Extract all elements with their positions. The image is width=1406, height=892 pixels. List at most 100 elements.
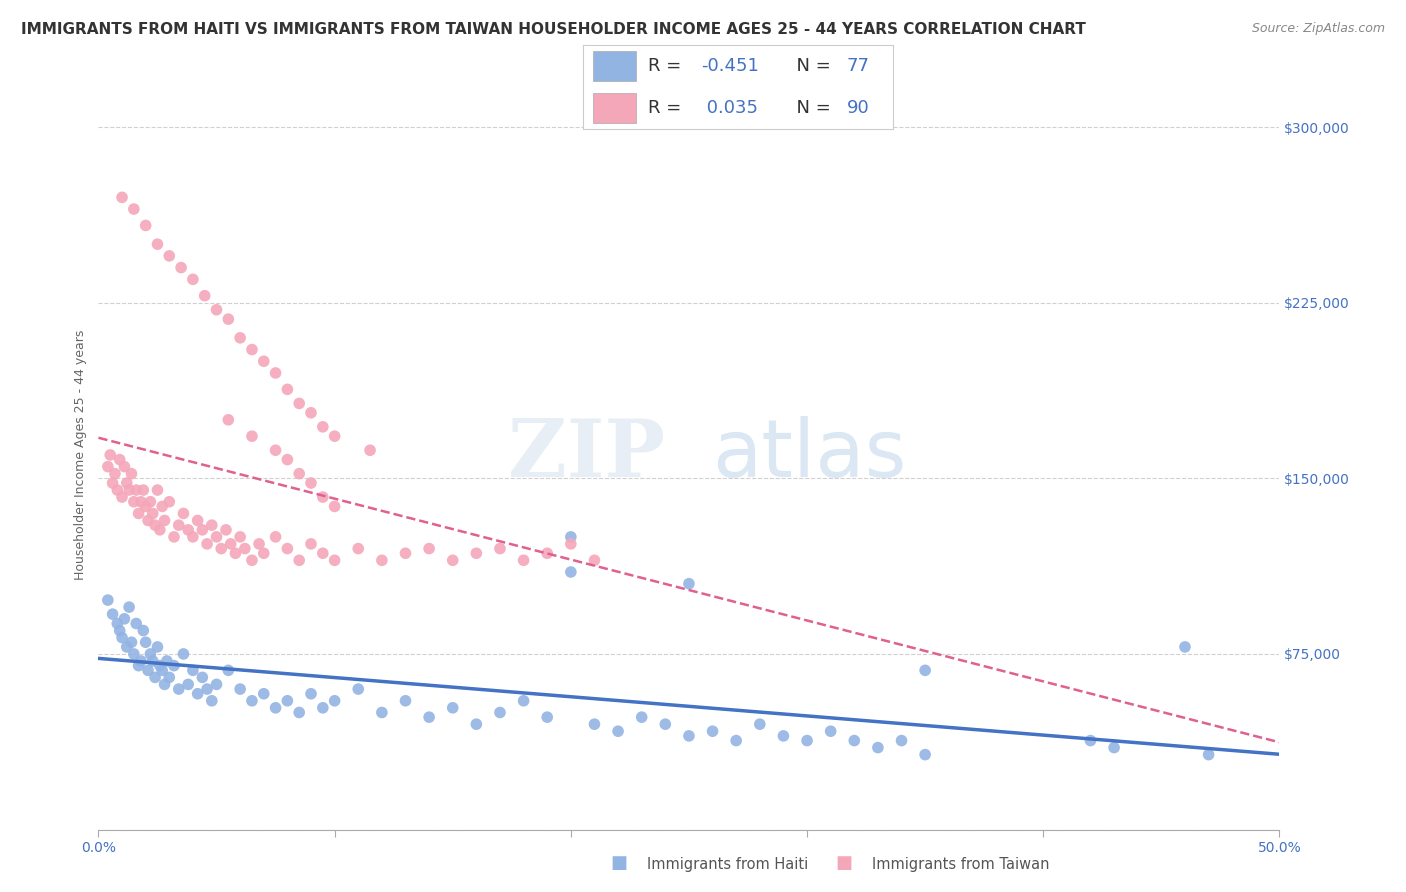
Point (129, 494, 152, 508)
Point (264, 366, 287, 380)
Point (172, 507, 194, 521)
Point (371, 706, 394, 720)
Point (702, 724, 724, 739)
Text: -0.451: -0.451 (702, 57, 759, 75)
Point (177, 523, 200, 537)
Point (323, 553, 346, 567)
Point (418, 710, 440, 724)
Point (394, 546, 416, 560)
Point (128, 658, 150, 673)
Point (323, 500, 346, 514)
Point (725, 733, 748, 747)
Point (125, 616, 148, 631)
Point (187, 514, 209, 528)
Point (149, 523, 172, 537)
Bar (593, 52, 636, 81)
Point (97, 459, 120, 474)
Point (205, 677, 228, 691)
Text: R =: R = (648, 99, 688, 117)
Point (1102, 740, 1125, 755)
Point (299, 406, 322, 420)
Text: N =: N = (785, 57, 837, 75)
Point (108, 452, 131, 467)
Point (112, 459, 135, 474)
Point (1080, 733, 1102, 747)
Point (135, 500, 157, 514)
Point (104, 467, 127, 481)
Point (149, 658, 172, 673)
Point (163, 658, 186, 673)
Point (678, 729, 700, 743)
Point (678, 576, 700, 591)
Point (108, 624, 131, 638)
Point (560, 537, 582, 551)
Point (132, 624, 155, 638)
Point (101, 476, 124, 491)
Point (276, 541, 298, 556)
Point (288, 467, 311, 481)
Point (209, 541, 232, 556)
Point (217, 664, 239, 678)
Point (153, 514, 176, 528)
Point (1174, 640, 1197, 654)
Point (264, 701, 287, 715)
Point (253, 546, 276, 560)
Point (125, 483, 148, 497)
Point (167, 518, 190, 533)
Point (276, 694, 298, 708)
Text: IMMIGRANTS FROM HAITI VS IMMIGRANTS FROM TAIWAN HOUSEHOLDER INCOME AGES 25 - 44 : IMMIGRANTS FROM HAITI VS IMMIGRANTS FROM… (21, 22, 1085, 37)
Point (157, 670, 180, 684)
Point (132, 483, 155, 497)
Y-axis label: Householder Income Ages 25 - 44 years: Householder Income Ages 25 - 44 years (73, 330, 87, 580)
Point (560, 530, 582, 544)
Point (583, 717, 606, 731)
Point (105, 483, 128, 497)
Point (312, 490, 335, 504)
Point (583, 553, 606, 567)
Text: N =: N = (785, 99, 837, 117)
Point (118, 483, 141, 497)
Text: 0.035: 0.035 (702, 99, 758, 117)
Point (115, 476, 138, 491)
Point (866, 740, 889, 755)
Point (347, 682, 370, 697)
Point (111, 190, 134, 204)
Point (156, 654, 179, 668)
Point (323, 429, 346, 443)
Point (264, 443, 287, 458)
Point (139, 647, 162, 661)
Point (128, 507, 150, 521)
Point (194, 289, 217, 303)
Point (195, 537, 218, 551)
Point (146, 483, 169, 497)
Point (229, 331, 252, 345)
Point (247, 537, 270, 551)
Point (187, 687, 209, 701)
Point (441, 701, 464, 715)
Point (177, 677, 200, 691)
Point (371, 553, 394, 567)
Point (143, 518, 166, 533)
Text: ■: ■ (610, 855, 627, 872)
Point (288, 396, 311, 410)
Point (253, 687, 276, 701)
Point (240, 694, 263, 708)
Point (118, 600, 141, 615)
Point (536, 710, 558, 724)
Point (630, 710, 652, 724)
Point (229, 682, 252, 697)
Point (607, 724, 630, 739)
Point (820, 724, 842, 739)
Point (224, 546, 246, 560)
Point (288, 706, 311, 720)
Point (276, 382, 298, 396)
Point (146, 237, 169, 252)
Point (135, 219, 157, 233)
Point (489, 706, 512, 720)
Text: atlas: atlas (713, 416, 907, 494)
Point (772, 729, 794, 743)
Point (191, 523, 214, 537)
Point (136, 664, 159, 678)
Text: R =: R = (648, 57, 688, 75)
Point (219, 537, 242, 551)
